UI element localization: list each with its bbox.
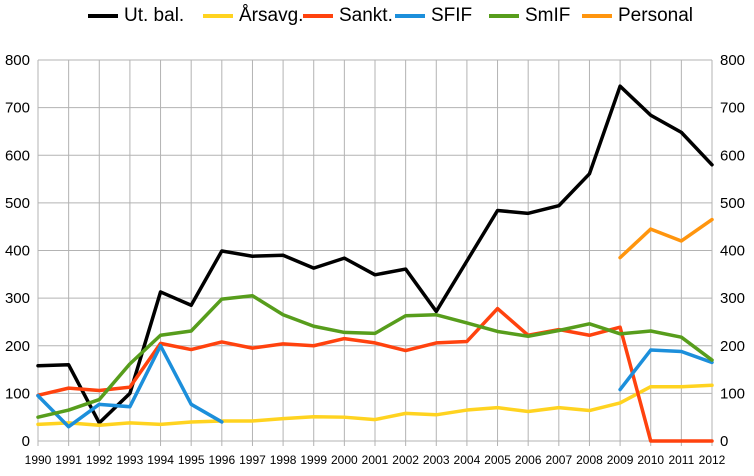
- legend-swatch: [582, 14, 612, 18]
- series-5: [618, 217, 714, 260]
- legend-label: SFIF: [431, 5, 473, 26]
- x-tick-label: 1999: [300, 453, 327, 467]
- series-1: [36, 383, 714, 428]
- y-tick-label-right: 0: [720, 433, 728, 450]
- x-tick-label: 2005: [484, 453, 511, 467]
- legend-swatch: [203, 14, 233, 18]
- legend-label: Ut. bal.: [124, 5, 185, 26]
- y-tick-label-left: 200: [5, 338, 30, 355]
- legend-item: Årsavg.: [203, 4, 303, 28]
- legend-item: SFIF: [395, 4, 472, 28]
- series-line: [36, 383, 714, 428]
- series-line: [36, 306, 714, 443]
- legend-label: Sankt.: [339, 5, 393, 26]
- legend-item: Ut. bal.: [88, 4, 184, 28]
- x-axis: 1990 1991 1992 1993 1994 1995 1996 1997 1998 1999…: [25, 453, 726, 467]
- series-4: [36, 293, 714, 419]
- legend-item: SmIF: [489, 4, 570, 28]
- x-tick-label: 1993: [117, 453, 144, 467]
- y-tick-label-right: 800: [720, 52, 745, 69]
- x-tick-label: 2002: [392, 453, 419, 467]
- series-line: [36, 293, 714, 419]
- y-tick-label-left: 400: [5, 243, 30, 260]
- x-tick-label: 2003: [423, 453, 450, 467]
- y-tick-label-left: 800: [5, 52, 30, 69]
- y-tick-label-left: 500: [5, 195, 30, 212]
- y-tick-label-right: 500: [720, 195, 745, 212]
- legend-swatch: [88, 14, 118, 18]
- x-tick-label: 1995: [178, 453, 205, 467]
- y-axis-right: 0 100 200 300 400 500 600 700 800: [720, 52, 745, 450]
- x-tick-label: 2001: [362, 453, 389, 467]
- x-tick-label: 1994: [147, 453, 174, 467]
- legend-swatch: [303, 14, 333, 18]
- series-3: [36, 344, 714, 429]
- y-tick-label-right: 400: [720, 243, 745, 260]
- grid-lines: [37, 59, 713, 446]
- legend-label: SmIF: [525, 5, 571, 26]
- x-tick-label: 2011: [668, 453, 694, 467]
- series-line: [36, 84, 714, 425]
- x-tick-label: 1996: [208, 453, 235, 467]
- series-0: [36, 84, 714, 425]
- legend-swatch: [489, 14, 519, 18]
- y-tick-label-right: 100: [720, 385, 745, 402]
- y-tick-label-right: 300: [720, 290, 745, 307]
- y-tick-label-left: 600: [5, 147, 30, 164]
- legend-item: Personal: [582, 4, 693, 28]
- x-tick-label: 2004: [454, 453, 481, 467]
- x-tick-label: 2010: [637, 453, 664, 467]
- y-tick-label-left: 100: [5, 385, 30, 402]
- y-tick-label-right: 600: [720, 147, 745, 164]
- y-tick-label-right: 700: [720, 100, 745, 117]
- y-axis-left: 0 100 200 300 400 500 600 700 800: [5, 52, 30, 450]
- y-tick-label-left: 0: [22, 433, 30, 450]
- x-tick-label: 2006: [515, 453, 542, 467]
- x-tick-label: 1997: [239, 453, 266, 467]
- series-line: [36, 344, 224, 429]
- series-line: [618, 217, 714, 260]
- x-tick-label: 1998: [270, 453, 297, 467]
- legend-item: Sankt.: [303, 4, 393, 28]
- y-tick-label-left: 300: [5, 290, 30, 307]
- y-tick-label-left: 700: [5, 100, 30, 117]
- x-tick-label: 1990: [25, 453, 52, 467]
- series-lines: [36, 84, 714, 443]
- x-tick-label: 2000: [331, 453, 358, 467]
- y-tick-label-right: 200: [720, 338, 745, 355]
- x-tick-label: 1991: [55, 453, 82, 467]
- legend-swatch: [395, 14, 425, 18]
- x-tick-label: 2007: [545, 453, 572, 467]
- x-tick-label: 2008: [576, 453, 603, 467]
- series-2: [36, 306, 714, 443]
- series-line: [618, 348, 714, 392]
- x-tick-label: 1992: [86, 453, 113, 467]
- legend-label: Personal: [618, 5, 693, 26]
- legend-label: Årsavg.: [239, 5, 304, 26]
- x-tick-label: 2012: [699, 453, 726, 467]
- x-tick-label: 2009: [607, 453, 634, 467]
